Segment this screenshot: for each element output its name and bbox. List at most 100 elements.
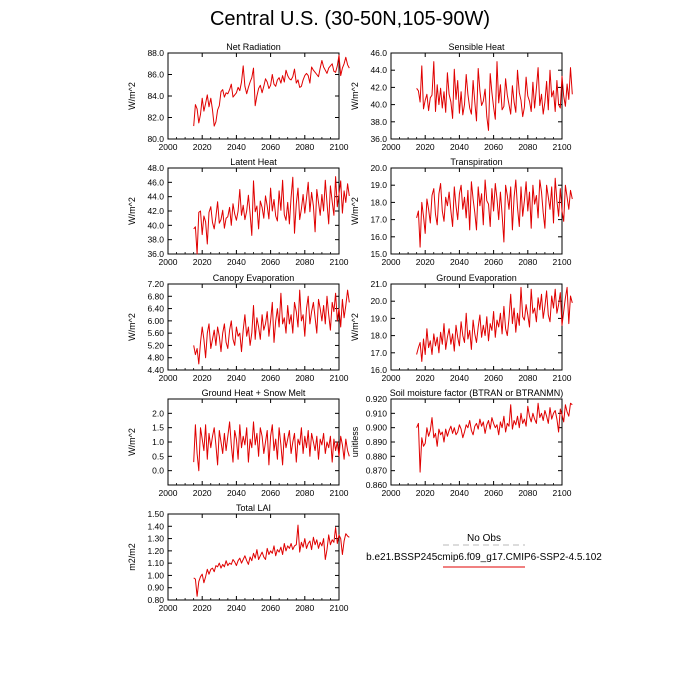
x-tick-label: 2040 — [450, 257, 469, 267]
x-tick-label: 2060 — [484, 373, 503, 383]
y-tick-label: 17.0 — [370, 348, 387, 358]
y-tick-label: 88.0 — [147, 48, 164, 58]
x-tick-label: 2040 — [227, 373, 246, 383]
panel-title: Sensible Heat — [448, 42, 505, 52]
x-tick-label: 2100 — [330, 142, 349, 152]
x-tick-label: 2060 — [261, 142, 280, 152]
x-tick-label: 2080 — [295, 257, 314, 267]
y-tick-label: 0.890 — [366, 437, 388, 447]
x-tick-label: 2000 — [159, 257, 178, 267]
panel-title: Total LAI — [236, 503, 271, 513]
y-tick-label: 0.920 — [366, 394, 388, 404]
y-tick-label: 46.0 — [370, 48, 387, 58]
panel-frame — [390, 52, 563, 140]
x-tick-label: 2080 — [518, 142, 537, 152]
x-tick-label: 2000 — [382, 488, 401, 498]
y-tick-label: 0.5 — [152, 451, 164, 461]
panel-4: Canopy Evaporation W/m^2 2000 2020 2040 2060 2… — [127, 273, 350, 383]
x-tick-label: 2000 — [382, 142, 401, 152]
x-tick-label: 2100 — [330, 373, 349, 383]
y-tick-label: 1.50 — [147, 509, 164, 519]
y-axis-label: unitless — [350, 426, 360, 457]
panel-frame — [167, 52, 340, 140]
y-axis-label: W/m^2 — [350, 82, 360, 110]
x-tick-label: 2080 — [295, 142, 314, 152]
x-tick-label: 2020 — [193, 373, 212, 383]
x-tick-label: 2040 — [227, 257, 246, 267]
y-tick-label: 0.900 — [366, 423, 388, 433]
panel-7: Soil moisture factor (BTRAN or BTRANMN) u… — [350, 388, 573, 498]
x-tick-label: 2040 — [227, 142, 246, 152]
y-tick-label: 86.0 — [147, 70, 164, 80]
y-tick-label: 16.0 — [370, 365, 387, 375]
y-tick-label: 42.0 — [147, 206, 164, 216]
x-tick-label: 2020 — [193, 488, 212, 498]
y-tick-label: 20.0 — [370, 163, 387, 173]
y-tick-label: 38.0 — [147, 235, 164, 245]
x-tick-label: 2080 — [518, 373, 537, 383]
y-axis-label: W/m^2 — [350, 197, 360, 225]
legend: No Obs b.e21.BSSP245cmip6.f09_g17.CMIP6-… — [366, 533, 602, 568]
y-tick-label: 44.0 — [147, 192, 164, 202]
panel-frame — [390, 167, 563, 255]
legend-label-no-obs: No Obs — [467, 533, 501, 544]
y-tick-label: 6.00 — [147, 316, 164, 326]
y-tick-label: 36.0 — [147, 249, 164, 259]
series-line — [416, 177, 573, 248]
y-tick-label: 40.0 — [370, 100, 387, 110]
x-tick-label: 2100 — [553, 142, 572, 152]
x-tick-label: 2100 — [553, 257, 572, 267]
x-tick-label: 2040 — [450, 142, 469, 152]
x-tick-label: 2020 — [416, 142, 435, 152]
y-tick-label: 5.20 — [147, 340, 164, 350]
x-tick-label: 2060 — [484, 488, 503, 498]
x-tick-label: 2080 — [295, 488, 314, 498]
y-tick-label: 42.0 — [370, 82, 387, 92]
x-tick-label: 2080 — [295, 603, 314, 613]
x-tick-label: 2080 — [518, 257, 537, 267]
y-axis-label: W/m^2 — [127, 313, 137, 341]
x-tick-label: 2100 — [553, 488, 572, 498]
x-tick-label: 2040 — [450, 373, 469, 383]
y-tick-label: 84.0 — [147, 91, 164, 101]
y-tick-label: 1.5 — [152, 423, 164, 433]
y-axis-label: W/m^2 — [127, 428, 137, 456]
panel-0: Net Radiation W/m^2 2000 2020 2040 2060 2080 21… — [127, 42, 350, 152]
panels: Net Radiation W/m^2 2000 2020 2040 2060 2080 21… — [127, 42, 573, 613]
panel-title: Canopy Evaporation — [213, 273, 295, 283]
y-tick-label: 6.80 — [147, 291, 164, 301]
series-line — [193, 54, 350, 127]
x-tick-label: 2040 — [450, 488, 469, 498]
y-tick-label: 44.0 — [370, 65, 387, 75]
x-tick-label: 2020 — [416, 257, 435, 267]
y-tick-label: 1.40 — [147, 521, 164, 531]
panel-frame — [390, 283, 563, 371]
x-tick-label: 2020 — [193, 142, 212, 152]
x-tick-label: 2000 — [159, 488, 178, 498]
series-line — [193, 421, 350, 472]
x-tick-label: 2000 — [159, 603, 178, 613]
panel-frame — [390, 398, 563, 486]
y-tick-label: 2.0 — [152, 408, 164, 418]
y-tick-label: 19.0 — [370, 313, 387, 323]
y-tick-label: 17.0 — [370, 215, 387, 225]
x-tick-label: 2060 — [261, 488, 280, 498]
y-tick-label: 0.860 — [366, 480, 388, 490]
y-tick-label: 15.0 — [370, 249, 387, 259]
y-tick-label: 1.20 — [147, 546, 164, 556]
x-tick-label: 2000 — [159, 373, 178, 383]
x-tick-label: 2060 — [484, 142, 503, 152]
y-tick-label: 19.0 — [370, 180, 387, 190]
x-tick-label: 2060 — [484, 257, 503, 267]
y-tick-label: 0.870 — [366, 466, 388, 476]
y-axis-label: W/m^2 — [350, 313, 360, 341]
y-tick-label: 1.30 — [147, 534, 164, 544]
y-tick-label: 0.90 — [147, 583, 164, 593]
x-tick-label: 2000 — [382, 257, 401, 267]
panel-8: Total LAI m2/m2 2000 2020 2040 2060 2080 2100 0.… — [127, 503, 350, 613]
x-tick-label: 2020 — [193, 257, 212, 267]
x-tick-label: 2000 — [159, 142, 178, 152]
series-line — [416, 61, 573, 131]
x-tick-label: 2100 — [553, 373, 572, 383]
